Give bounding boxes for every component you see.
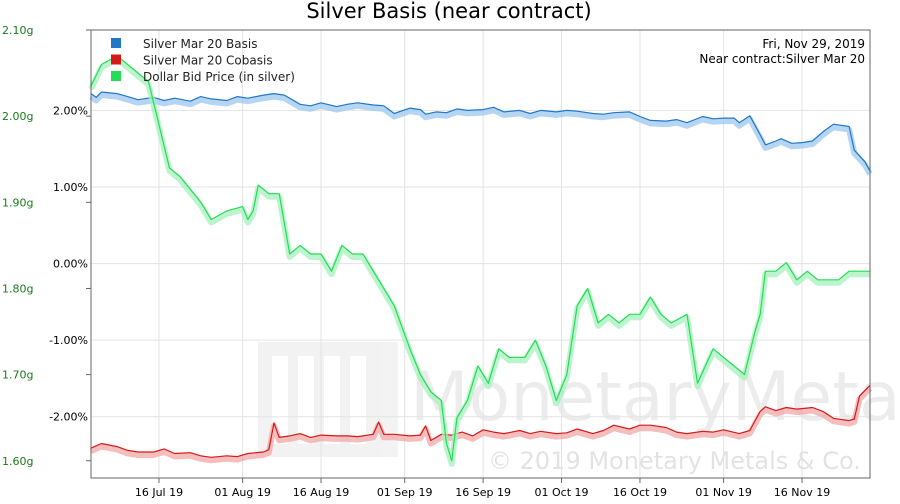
left-axis: 2.10g 2.00g 1.90g 1.80g 1.70g 1.60g <box>2 24 91 468</box>
legend-swatch <box>111 38 121 48</box>
x-tick-label: 16 Oct 19 <box>613 486 667 499</box>
plot-area-border <box>90 29 871 479</box>
right-tick-label: -1.00% <box>49 334 88 347</box>
info-date: Fri, Nov 29, 2019 <box>762 37 865 51</box>
x-tick-label: 01 Sep 19 <box>377 486 433 499</box>
right-tick-label: 0.00% <box>53 258 88 271</box>
left-tick-label: 2.10g <box>2 24 33 37</box>
left-tick-label: 2.00g <box>2 110 33 123</box>
legend-swatch <box>111 71 121 81</box>
left-tick-label: 1.90g <box>2 196 33 209</box>
x-tick-label: 01 Nov 19 <box>695 486 751 499</box>
left-tick-label: 1.70g <box>2 369 33 382</box>
x-tick-label: 16 Nov 19 <box>774 486 830 499</box>
series-line-2 <box>90 384 871 458</box>
x-tick-label: 16 Sep 19 <box>455 486 511 499</box>
series-line-3 <box>90 55 870 462</box>
right-tick-label: 1.00% <box>53 181 88 194</box>
legend-label: Silver Mar 20 Basis <box>143 37 257 51</box>
left-tick-label: 1.80g <box>2 282 33 295</box>
grid <box>91 30 870 478</box>
series-lines <box>88 55 873 467</box>
left-tick-label: 1.60g <box>2 455 33 468</box>
right-axis: 2.00% 1.00% 0.00% -1.00% -2.00% <box>49 104 88 423</box>
series-glow-1 <box>89 92 873 176</box>
watermark-copyright: © 2019 Monetary Metals & Co. <box>488 447 861 475</box>
series-glow-2 <box>89 386 873 464</box>
chart-title: Silver Basis (near contract) <box>306 0 591 23</box>
x-tick-label: 01 Oct 19 <box>535 486 589 499</box>
legend-label: Dollar Bid Price (in silver) <box>143 70 295 84</box>
right-tick-label: 2.00% <box>53 104 88 117</box>
legend-swatch <box>111 54 121 65</box>
info-contract: Near contract:Silver Mar 20 <box>699 52 865 66</box>
x-tick-label: 01 Aug 19 <box>214 486 270 499</box>
x-tick-label: 16 Jul 19 <box>135 486 183 499</box>
right-tick-label: -2.00% <box>49 411 88 424</box>
x-tick-label: 16 Aug 19 <box>293 486 349 499</box>
series-glow-3 <box>88 55 870 467</box>
x-axis: 16 Jul 19 01 Aug 19 16 Aug 19 01 Sep 19 16 S… <box>135 478 830 499</box>
series-line-1 <box>90 91 871 172</box>
legend-label: Silver Mar 20 Cobasis <box>143 54 273 68</box>
legend: Silver Mar 20 Basis Silver Mar 20 Cobasis… <box>111 37 295 84</box>
